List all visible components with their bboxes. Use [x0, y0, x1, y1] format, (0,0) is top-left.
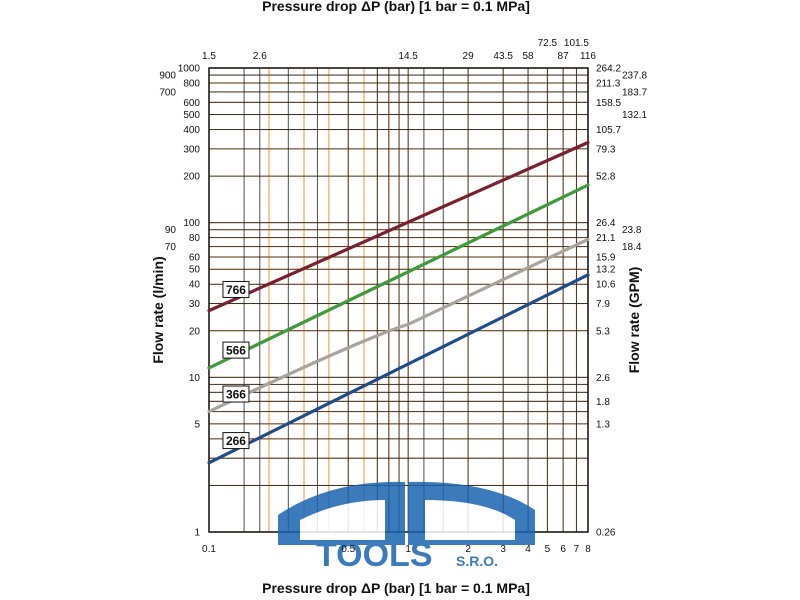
y-tick-label-right: 15.9	[596, 252, 616, 263]
y-tick-label-left: 300	[183, 144, 200, 155]
y-tick-label-right: 21.1	[596, 233, 616, 244]
logo-left-inner	[300, 500, 385, 540]
company-logo: TOOLS S.R.O.	[278, 481, 535, 574]
x-tick-label-bottom: 8	[585, 544, 591, 555]
y-tick-label-right: 7.9	[596, 299, 610, 310]
series-label-766: 766	[226, 283, 246, 297]
y-axis-label-right: Flow rate (GPM)	[626, 267, 642, 374]
x-tick-label-top: 72.5	[538, 38, 558, 49]
y-tick-label-left: 900	[159, 71, 176, 82]
y-tick-label-left: 100	[183, 218, 200, 229]
y-tick-label-left: 80	[189, 233, 201, 244]
logo-main-text: TOOLS	[316, 536, 433, 574]
y-tick-label-left: 700	[159, 87, 176, 98]
y-tick-label-right: 79.3	[596, 144, 616, 155]
tick-labels: 0.1 0.5 1 2 3 4 5 6 7 81.5 2.6 14.5 29 43.5 5872.58710…	[159, 38, 647, 555]
x-tick-label-bottom: 3	[500, 544, 506, 555]
x-tick-label-top: 116	[580, 51, 596, 62]
x-tick-label-bottom: 0.1	[202, 544, 216, 555]
series-line-266	[207, 273, 590, 465]
x-tick-label-top: 43.5	[493, 51, 513, 62]
x-tick-label-bottom: 6	[560, 544, 566, 555]
y-tick-label-right: 13.2	[596, 265, 616, 276]
y-tick-label-left: 200	[183, 172, 200, 183]
x-tick-label-top: 58	[522, 51, 534, 62]
y-tick-label-left: 1	[194, 528, 200, 539]
y-tick-label-right: 10.6	[596, 280, 616, 291]
x-tick-label-bottom: 4	[525, 544, 531, 555]
series-line-766	[207, 140, 590, 313]
series-label-266: 266	[226, 434, 246, 448]
x-tick-label-top: 2.6	[253, 51, 267, 62]
y-tick-label-right: 1.8	[596, 397, 610, 408]
x-tick-label-bottom: 5	[545, 544, 551, 555]
y-tick-label-right: 26.4	[596, 218, 616, 229]
x-tick-label-bottom: 0.5	[341, 544, 355, 555]
y-tick-label-left: 50	[189, 265, 201, 276]
y-tick-label-left: 500	[183, 110, 200, 121]
y-tick-label-right: 211.3	[596, 78, 621, 89]
series-label-366: 366	[226, 388, 246, 402]
y-tick-label-left: 600	[183, 98, 200, 109]
series-label-566: 566	[226, 344, 246, 358]
chart-title-top: Pressure drop ΔP (bar) [1 bar = 0.1 MPa]	[262, 0, 530, 14]
series-label-box-366	[222, 385, 250, 403]
logo-right-inner	[425, 500, 515, 540]
y-tick-label-right: 237.8	[622, 71, 647, 82]
y-tick-label-left: 70	[165, 242, 177, 253]
y-tick-label-right: 105.7	[596, 125, 621, 136]
y-tick-label-left: 90	[165, 225, 177, 236]
x-tick-label-top: 87	[558, 51, 570, 62]
y-tick-label-right: 264.2	[596, 64, 621, 75]
series-label-box-766	[222, 280, 250, 298]
y-tick-label-left: 800	[183, 78, 200, 89]
y-tick-label-right: 0.26	[596, 528, 616, 539]
y-tick-label-left: 20	[189, 326, 201, 337]
x-tick-label-top: 1.5	[202, 51, 216, 62]
series-label-box-566	[222, 341, 250, 359]
series-labels: 766 566 366 266	[222, 280, 250, 450]
y-tick-label-left: 40	[189, 280, 201, 291]
series-line-566	[207, 183, 590, 370]
x-tick-label-bottom: 2	[465, 544, 471, 555]
logo-suffix-text: S.R.O.	[456, 553, 498, 569]
y-tick-label-right: 132.1	[622, 110, 647, 121]
y-axis-label-left: Flow rate (l/min)	[150, 256, 166, 363]
y-tick-label-left: 400	[183, 125, 200, 136]
y-tick-label-left: 60	[189, 252, 201, 263]
y-tick-label-right: 18.4	[622, 242, 642, 253]
x-tick-label-top: 29	[463, 51, 475, 62]
x-tick-label-top: 101.5	[564, 38, 589, 49]
x-tick-label-bottom: 1	[405, 544, 411, 555]
chart-title-bottom: Pressure drop ΔP (bar) [1 bar = 0.1 MPa]	[262, 580, 530, 596]
y-tick-label-left: 1000	[178, 64, 201, 75]
x-tick-label-bottom: 7	[574, 544, 580, 555]
y-tick-label-right: 2.6	[596, 373, 610, 384]
x-tick-label-top: 14.5	[398, 51, 418, 62]
y-tick-label-right: 1.3	[596, 419, 610, 430]
y-tick-label-left: 30	[189, 299, 201, 310]
y-tick-label-right: 158.5	[596, 98, 621, 109]
y-tick-label-right: 5.3	[596, 326, 610, 337]
y-tick-label-left: 10	[189, 373, 201, 384]
y-tick-label-right: 183.7	[622, 87, 647, 98]
y-tick-label-right: 52.8	[596, 172, 616, 183]
series-label-box-266	[222, 432, 250, 450]
y-tick-label-right: 23.8	[622, 225, 642, 236]
y-tick-label-left: 5	[194, 419, 200, 430]
orange-grid	[208, 67, 589, 533]
